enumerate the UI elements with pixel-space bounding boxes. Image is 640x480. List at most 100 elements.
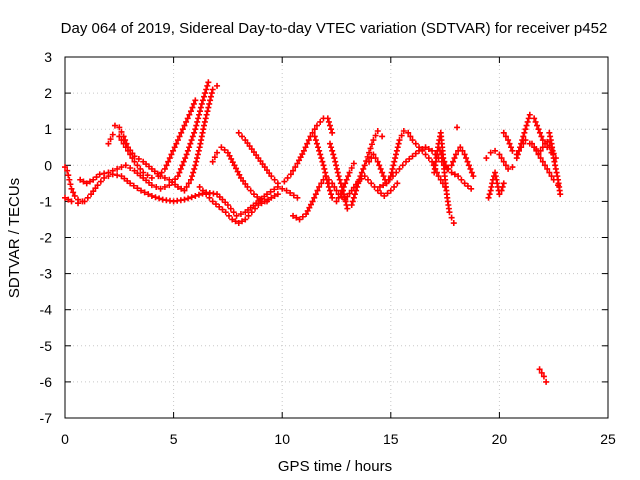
data-point: [458, 176, 465, 183]
data-point: [492, 147, 499, 154]
data-point: [224, 149, 231, 156]
data-point: [237, 211, 244, 218]
y-tick-labels: -7 -6 -5 -4 -3 -2 -1 0 1 2 3: [40, 49, 53, 426]
data-point: [535, 150, 542, 157]
data-point: [513, 155, 520, 162]
data-point: [548, 173, 555, 180]
data-point: [219, 206, 226, 213]
data-point: [116, 124, 123, 131]
data-point: [483, 155, 490, 162]
data-point: [209, 198, 216, 205]
y-tick-label: 1: [44, 121, 52, 137]
data-point: [313, 140, 320, 147]
data-point: [399, 162, 406, 169]
data-point: [353, 187, 360, 194]
data-point: [331, 183, 338, 190]
data-point: [485, 194, 492, 201]
data-point: [185, 180, 192, 187]
data-point: [105, 169, 112, 176]
data-point: [118, 164, 125, 171]
data-point: [324, 180, 331, 187]
data-point: [71, 192, 78, 199]
data-point: [244, 140, 251, 147]
data-point: [176, 169, 183, 176]
data-point: [202, 90, 209, 97]
data-point: [194, 155, 201, 162]
data-point: [364, 153, 371, 160]
data-point: [281, 178, 288, 185]
data-point: [311, 126, 318, 133]
data-point: [294, 160, 301, 167]
data-point: [94, 182, 101, 189]
data-point: [326, 122, 333, 129]
data-point: [161, 174, 168, 181]
data-point: [79, 198, 86, 205]
data-point: [225, 212, 232, 219]
data-point: [446, 209, 453, 216]
data-point: [468, 169, 475, 176]
data-point: [68, 198, 75, 205]
data-point: [236, 171, 243, 178]
data-point: [231, 162, 238, 169]
data-point: [274, 191, 281, 198]
data-point: [316, 183, 323, 190]
data-point: [229, 216, 236, 223]
data-point: [519, 137, 526, 144]
data-point: [203, 86, 210, 93]
data-point: [302, 144, 309, 151]
data-point: [181, 187, 188, 194]
data-point: [439, 155, 446, 162]
data-point: [376, 183, 383, 190]
data-point: [506, 140, 513, 147]
data-point: [521, 129, 528, 136]
data-point: [156, 195, 163, 202]
data-point: [380, 182, 387, 189]
data-point: [101, 170, 108, 177]
data-point: [88, 191, 95, 198]
data-point: [190, 169, 197, 176]
data-point: [202, 115, 209, 122]
data-point: [294, 194, 301, 201]
y-tick-label: 3: [44, 49, 52, 65]
data-point: [361, 162, 368, 169]
data-point: [514, 151, 521, 158]
data-point: [448, 214, 455, 221]
data-point: [403, 158, 410, 165]
data-point: [326, 187, 333, 194]
data-point: [192, 192, 199, 199]
data-point: [316, 147, 323, 154]
data-point: [258, 200, 265, 207]
data-point: [233, 165, 240, 172]
data-point: [518, 140, 525, 147]
data-point: [90, 176, 97, 183]
data-point: [374, 187, 381, 194]
data-point: [309, 129, 316, 136]
plot-frame: [64, 56, 609, 419]
data-point: [340, 187, 347, 194]
data-point: [346, 169, 353, 176]
data-point: [287, 171, 294, 178]
data-point: [544, 165, 551, 172]
data-point: [370, 151, 377, 158]
y-tick-label: -4: [40, 302, 53, 318]
data-point: [386, 176, 393, 183]
y-tick-label: -7: [40, 410, 53, 426]
data-point: [328, 126, 335, 133]
y-tick-label: -2: [40, 230, 53, 246]
data-point: [266, 170, 273, 177]
data-point: [242, 180, 249, 187]
data-point: [161, 183, 168, 190]
data-point: [318, 180, 325, 187]
data-point: [240, 177, 247, 184]
data-point: [465, 162, 472, 169]
data-point: [507, 144, 514, 151]
data-point: [464, 158, 471, 165]
data-point: [254, 193, 261, 200]
data-point: [500, 180, 507, 187]
data-point: [148, 192, 155, 199]
data-point: [62, 164, 68, 171]
data-point: [457, 144, 464, 151]
data-point: [181, 196, 188, 203]
data-point: [124, 147, 131, 154]
data-point: [105, 140, 112, 147]
